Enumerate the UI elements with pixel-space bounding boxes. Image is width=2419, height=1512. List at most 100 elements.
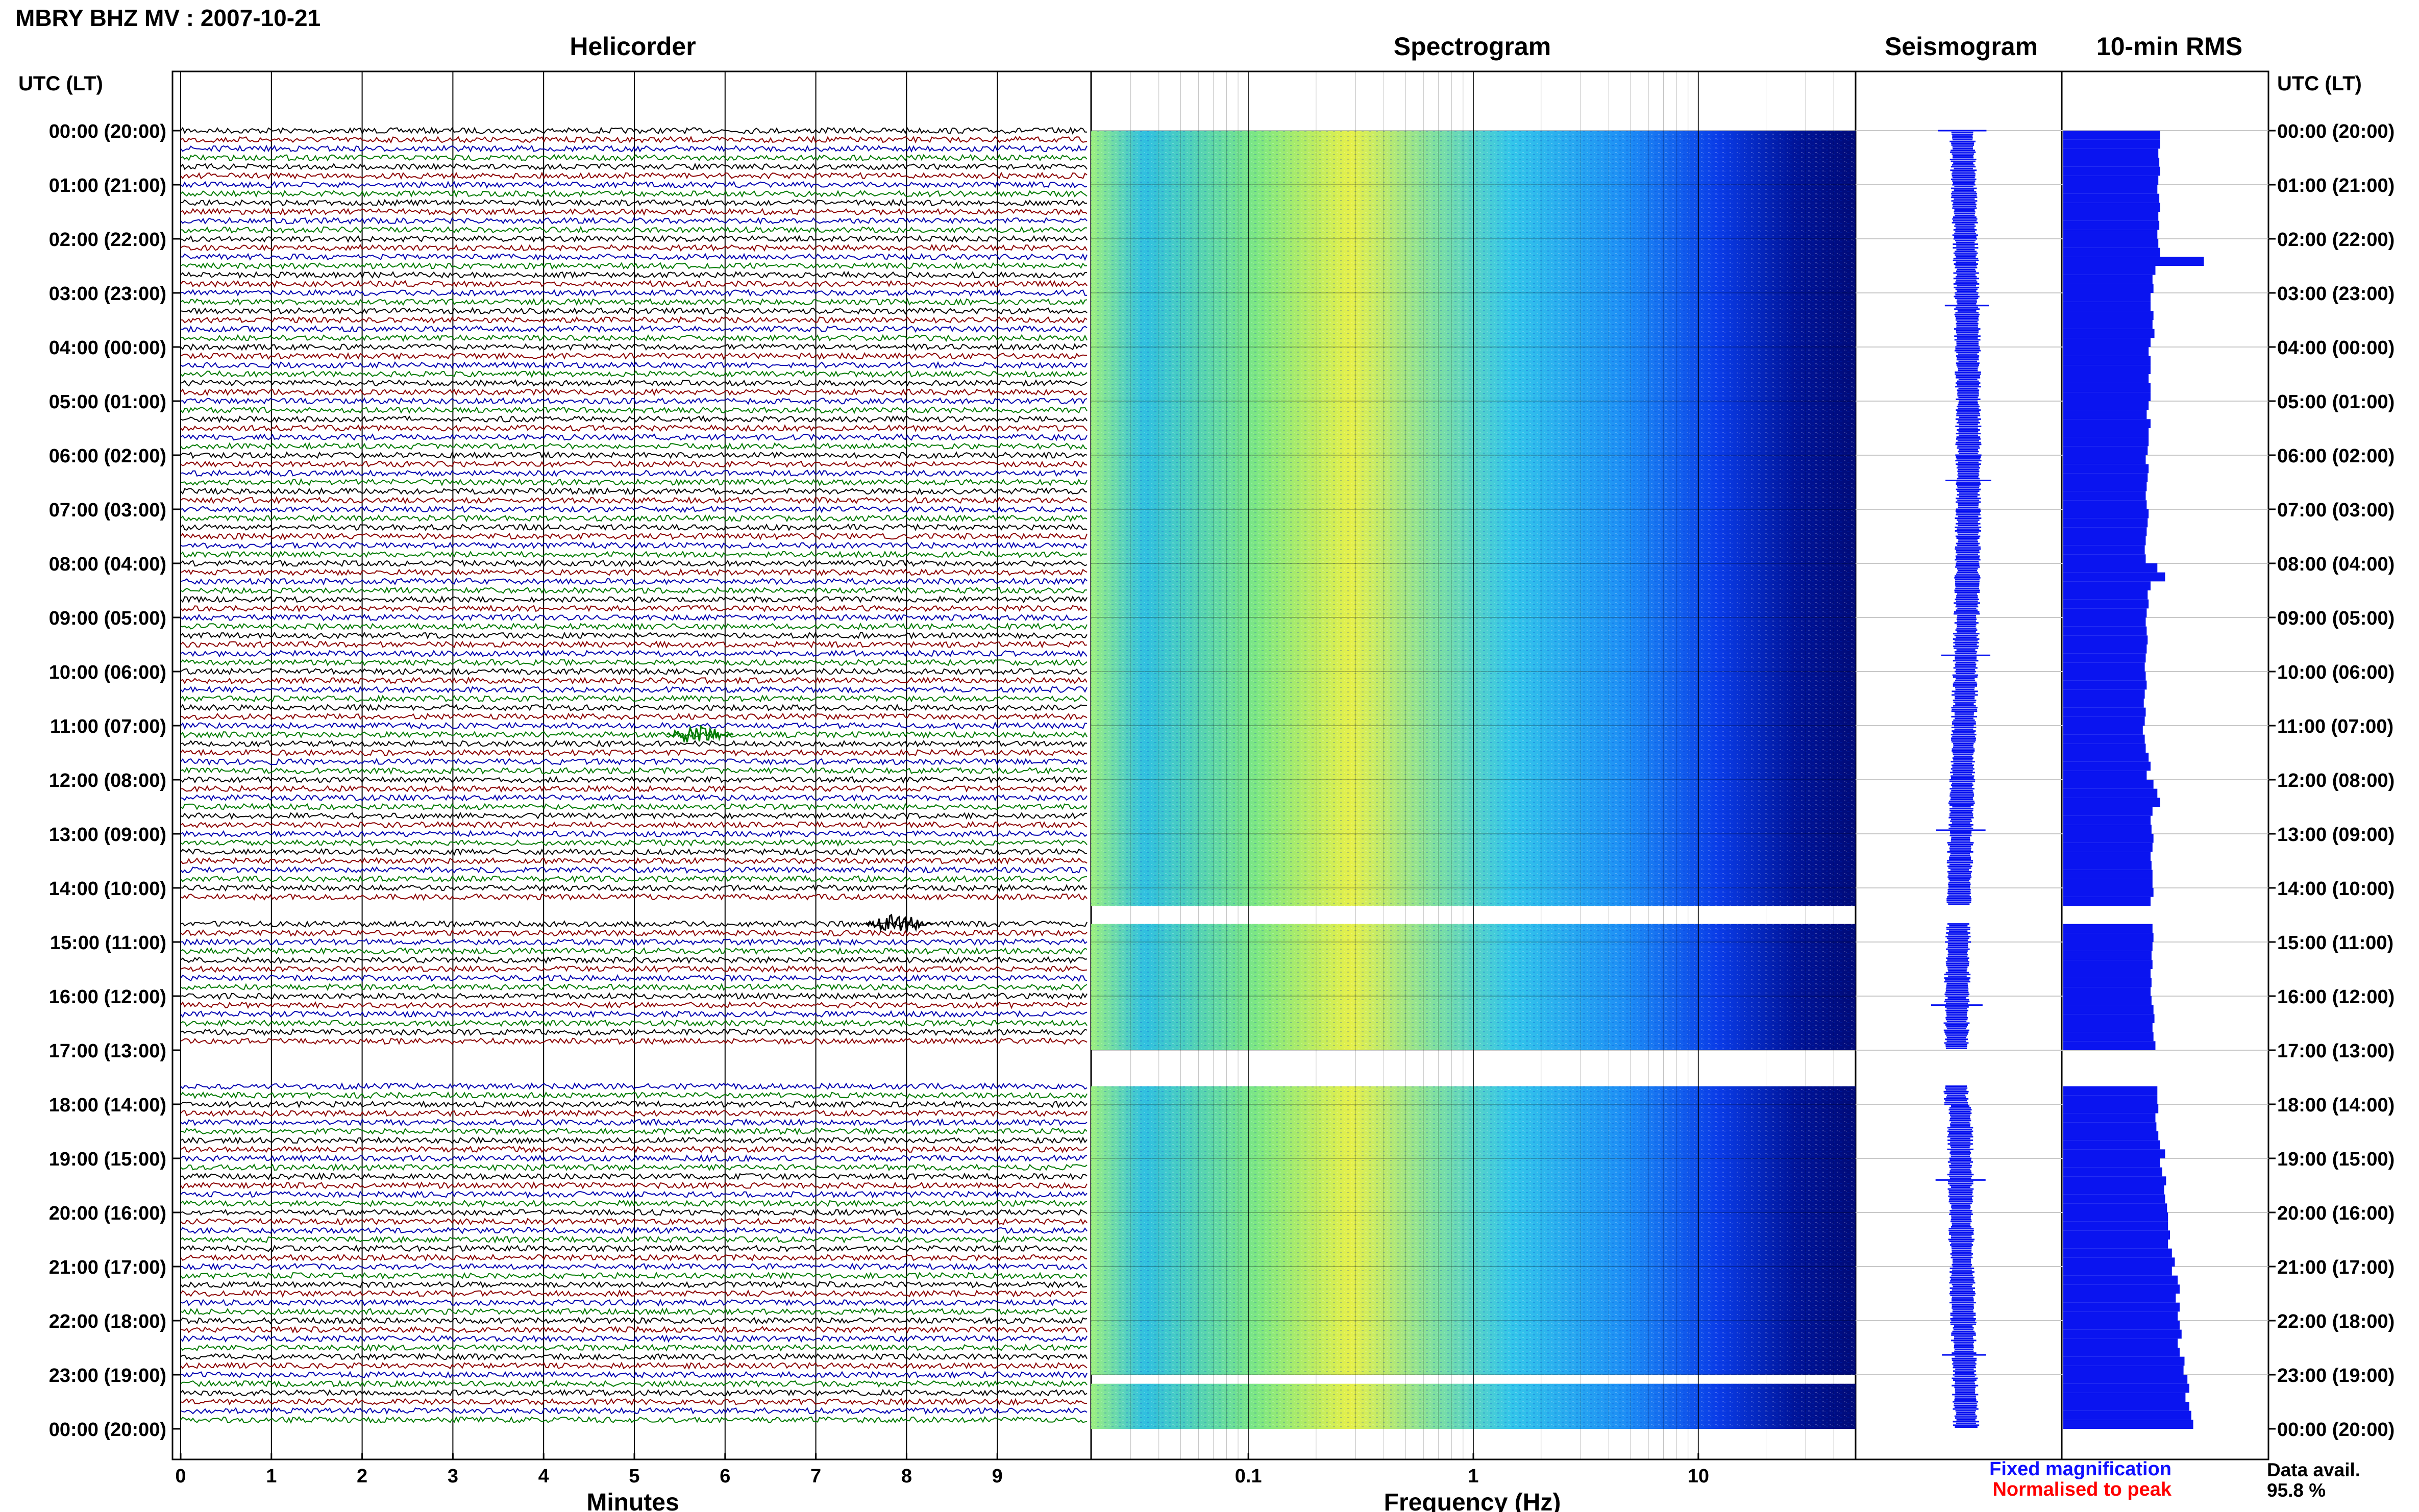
helicorder-trace <box>180 875 1087 883</box>
rms-bar <box>2063 1257 2175 1267</box>
rms-bar <box>2063 672 2146 681</box>
helicorder-trace <box>180 1037 1088 1045</box>
helicorder-trace <box>180 1109 1088 1118</box>
helicorder-trace <box>180 766 1088 775</box>
rms-bar <box>2063 1339 2178 1348</box>
helicorder-trace <box>180 1118 1088 1127</box>
helicorder-trace <box>180 478 1088 486</box>
helicorder-trace <box>180 803 1088 811</box>
helicorder-trace <box>180 388 1088 396</box>
helicorder-trace <box>180 451 1088 459</box>
helicorder-trace <box>180 289 1087 297</box>
y-tick-label-right: 14:00 (10:00) <box>2277 878 2395 900</box>
helicorder-trace <box>180 757 1088 766</box>
rms-bar <box>2063 842 2153 852</box>
x-tick-label: 0.1 <box>1235 1466 1262 1487</box>
rms-bar <box>2063 554 2146 563</box>
y-tick-label-left: 02:00 (22:00) <box>49 229 166 251</box>
rms-bar <box>2063 1329 2182 1339</box>
rms-bar <box>2063 437 2149 447</box>
helicorder-trace <box>180 649 1088 658</box>
helicorder-trace <box>180 685 1088 694</box>
rms-bar <box>2063 761 2151 771</box>
helicorder-trace <box>180 235 1088 243</box>
helicorder-trace <box>180 1271 1088 1280</box>
rms-bar <box>2063 734 2145 744</box>
y-tick-label-left: 18:00 (14:00) <box>49 1095 166 1116</box>
helicorder-trace <box>180 712 1088 721</box>
rms-bar <box>2063 1248 2172 1258</box>
rms-bar <box>2063 996 2152 1005</box>
helicorder-trace <box>180 866 1088 874</box>
y-tick-label-right: 07:00 (03:00) <box>2277 500 2395 521</box>
rms-bar <box>2063 518 2148 528</box>
helicorder-trace <box>180 253 1088 261</box>
rms-bar <box>2063 491 2146 501</box>
x-tick-label: 10 <box>1688 1466 1709 1487</box>
rms-bar <box>2063 464 2149 474</box>
helicorder-trace <box>180 1334 1088 1343</box>
rms-bar <box>2063 780 2154 789</box>
rms-bar <box>2063 320 2153 329</box>
helicorder-trace <box>180 1371 1088 1379</box>
helicorder-trace <box>180 658 1088 666</box>
rms-bar <box>2063 230 2158 239</box>
helicorder-trace <box>180 811 1088 820</box>
helicorder-trace <box>180 1389 1088 1397</box>
rms-bar <box>2063 220 2160 230</box>
y-tick-label-left: 03:00 (23:00) <box>49 283 166 305</box>
rms-bar <box>2063 1122 2157 1131</box>
y-tick-label-right: 05:00 (01:00) <box>2277 391 2395 413</box>
rms-bar <box>2063 419 2151 428</box>
rms-bar <box>2063 311 2154 320</box>
rms-bar <box>2063 329 2155 338</box>
x-tick-label: 9 <box>992 1466 1003 1487</box>
spectrogram-plot: 0.1 1 10 Frequency (Hz) <box>1091 71 1856 1512</box>
helicorder-trace <box>180 794 1088 802</box>
helicorder-trace <box>180 1218 1088 1226</box>
y-tick-label-left: 00:00 (20:00) <box>49 121 166 142</box>
x-tick-label: 8 <box>901 1466 912 1487</box>
helicorder-trace <box>180 424 1088 432</box>
rms-bar <box>2063 870 2153 879</box>
x-tick-label: 2 <box>357 1466 367 1487</box>
helicorder-plot: 00:00 (20:00) 00:00 (20:00) 01:00 (21:00) 0… <box>49 71 2395 1459</box>
rms-bar <box>2063 635 2148 645</box>
rms-bar <box>2063 193 2160 203</box>
y-tick-label-left: 21:00 (17:00) <box>49 1257 166 1278</box>
helicorder-trace <box>180 739 1088 748</box>
rms-bar <box>2063 807 2153 816</box>
helicorder-trace <box>180 703 1088 712</box>
rms-bar <box>2063 455 2146 464</box>
rms-bar <box>2063 1302 2180 1312</box>
axis-labels: 0 1 2 3 4 5 6 7 8 9 Minutes <box>175 1453 1003 1512</box>
helicorder-trace <box>180 496 1088 505</box>
rms-bar <box>2063 356 2151 365</box>
helicorder-trace <box>180 1289 1088 1298</box>
helicorder-title: Helicorder <box>570 32 696 61</box>
rms-bar <box>2063 1240 2168 1249</box>
helicorder-trace <box>180 1280 1088 1288</box>
helicorder-trace <box>180 1082 1088 1090</box>
rms-bar <box>2063 1149 2165 1158</box>
rms-bar <box>2063 753 2149 762</box>
helicorder-trace <box>180 361 1088 369</box>
rms-bar <box>2063 879 2153 888</box>
y-tick-label-right: 19:00 (15:00) <box>2277 1149 2395 1170</box>
helicorder-trace <box>180 613 1088 622</box>
y-tick-label-left: 04:00 (00:00) <box>49 337 166 359</box>
rms-bar <box>2063 1086 2158 1096</box>
helicorder-trace <box>180 1199 1088 1208</box>
helicorder-trace <box>180 1100 1088 1108</box>
rms-bar <box>2063 861 2152 870</box>
helicorder-trace <box>180 1317 1088 1325</box>
rms-bar <box>2063 365 2151 374</box>
rms-bar <box>2063 1131 2159 1141</box>
y-tick-label-left: 13:00 (09:00) <box>49 824 166 846</box>
rms-bar <box>2063 131 2160 140</box>
helicorder-trace <box>180 154 1088 162</box>
rms-bar <box>2063 1104 2159 1113</box>
y-tick-label-right: 12:00 (08:00) <box>2277 770 2395 791</box>
helicorder-trace <box>180 1001 1088 1009</box>
rms-plot <box>2062 130 2268 1429</box>
